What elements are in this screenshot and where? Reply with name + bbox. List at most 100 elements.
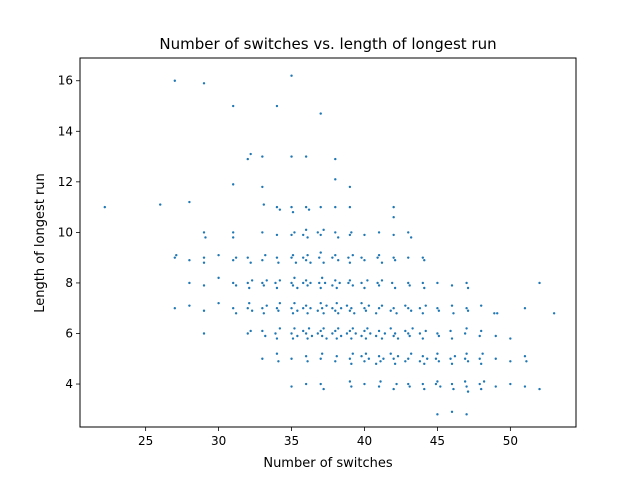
scatter-point xyxy=(322,312,325,315)
scatter-point xyxy=(337,327,340,330)
scatter-point xyxy=(463,380,467,383)
scatter-point xyxy=(409,309,413,312)
scatter-point xyxy=(449,357,452,360)
scatter-point xyxy=(421,337,425,340)
y-tick-label: 16 xyxy=(58,74,73,88)
scatter-point xyxy=(348,279,352,282)
scatter-point xyxy=(262,312,266,315)
scatter-point xyxy=(316,332,319,335)
scatter-point xyxy=(302,307,305,310)
scatter-point xyxy=(465,281,468,285)
scatter-point xyxy=(302,329,305,333)
scatter-point xyxy=(348,329,352,333)
scatter-point xyxy=(347,256,350,259)
scatter-point xyxy=(351,327,354,330)
scatter-point xyxy=(393,286,397,290)
plot-area-frame xyxy=(79,57,577,428)
scatter-point xyxy=(290,385,293,388)
scatter-point xyxy=(408,385,411,388)
scatter-point xyxy=(334,360,337,363)
scatter-point xyxy=(296,309,299,312)
scatter-point xyxy=(304,382,308,386)
scatter-point xyxy=(302,233,305,237)
scatter-point xyxy=(392,387,395,391)
scatter-point xyxy=(159,203,162,206)
scatter-point xyxy=(482,380,486,383)
axis-ticks: 25 30 35 40 45 50 4 6 8 10 12 14 16 xyxy=(58,74,518,448)
scatter-point xyxy=(374,334,378,338)
scatter-point xyxy=(231,231,235,234)
scatter-point xyxy=(436,380,439,383)
scatter-point xyxy=(304,332,308,335)
scatter-point xyxy=(274,281,277,285)
scatter-point xyxy=(363,258,366,262)
scatter-point xyxy=(436,352,439,355)
scatter-point xyxy=(367,304,371,307)
scatter-point xyxy=(293,276,296,280)
scatter-point xyxy=(450,337,454,340)
scatter-point xyxy=(348,357,352,360)
scatter-point xyxy=(318,281,321,285)
scatter-point xyxy=(275,104,279,108)
scatter-point xyxy=(523,355,527,358)
scatter-point xyxy=(306,253,309,257)
scatter-point xyxy=(261,281,264,285)
y-tick-label: 8 xyxy=(65,276,73,290)
scatter-point xyxy=(309,281,312,285)
scatter-point xyxy=(418,307,422,310)
scatter-point xyxy=(374,312,378,315)
scatter-point xyxy=(390,281,394,285)
scatter-point xyxy=(479,329,483,333)
scatter-point xyxy=(538,387,541,391)
scatter-point xyxy=(363,307,366,310)
scatter-point xyxy=(334,157,337,161)
scatter-point xyxy=(509,337,512,340)
scatter-point xyxy=(423,387,426,391)
scatter-point xyxy=(364,337,368,340)
scatter-point xyxy=(380,337,384,340)
scatter-point xyxy=(450,304,454,307)
scatter-point xyxy=(389,309,392,312)
scatter-point xyxy=(377,355,381,358)
scatter-point xyxy=(367,357,371,360)
scatter-point xyxy=(452,387,455,391)
scatter-point xyxy=(290,233,293,237)
scatter-point xyxy=(360,256,363,259)
scatter-point xyxy=(318,256,321,259)
scatter-point xyxy=(353,312,356,315)
scatter-point xyxy=(377,329,381,333)
scatter-point xyxy=(423,258,426,262)
scatter-point xyxy=(306,236,309,239)
scatter-point xyxy=(423,362,426,366)
scatter-point xyxy=(325,337,328,340)
scatter-point xyxy=(304,258,308,262)
scatter-point xyxy=(453,355,457,358)
scatter-point xyxy=(302,281,305,285)
scatter-point xyxy=(319,251,322,254)
scatter-point xyxy=(392,307,395,310)
scatter-point xyxy=(424,304,427,307)
scatter-point xyxy=(275,256,279,259)
scatter-point xyxy=(202,284,206,287)
scatter-point xyxy=(396,337,400,340)
scatter-point xyxy=(217,276,220,280)
scatter-point xyxy=(290,155,293,158)
scatter-point xyxy=(246,157,249,161)
scatter-point xyxy=(291,284,295,287)
scatter-point xyxy=(231,183,235,186)
scatter-point xyxy=(374,362,378,366)
scatter-point xyxy=(407,307,410,310)
scatter-point xyxy=(275,286,279,290)
scatter-point xyxy=(350,337,353,340)
scatter-point xyxy=(319,382,322,386)
y-tick-label: 6 xyxy=(65,326,73,340)
scatter-point xyxy=(334,231,337,234)
scatter-point xyxy=(423,286,426,290)
scatter-point xyxy=(234,256,238,259)
scatter-point xyxy=(290,256,293,259)
scatter-point xyxy=(261,307,264,310)
scatter-point xyxy=(175,253,178,257)
scatter-point xyxy=(360,334,363,338)
scatter-point xyxy=(302,256,305,259)
scatter-point xyxy=(202,82,206,85)
